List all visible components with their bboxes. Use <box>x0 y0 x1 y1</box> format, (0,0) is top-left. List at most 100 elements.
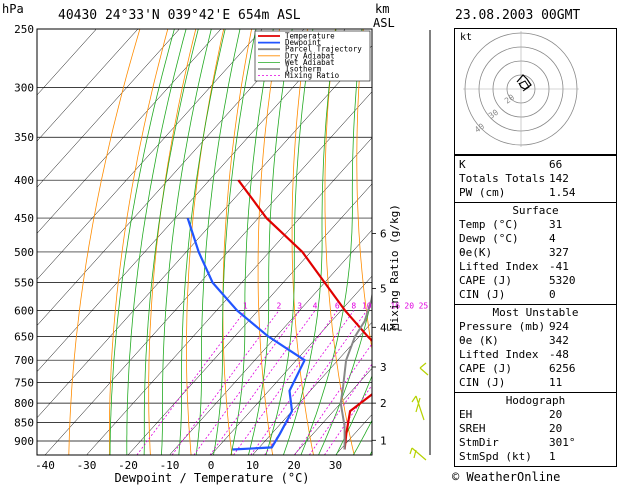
wet-adiabat <box>213 29 257 455</box>
index-name: Temp (°C) <box>459 218 519 231</box>
index-name: StmSpd (kt) <box>459 450 532 463</box>
wet-adiabat <box>230 29 274 455</box>
dry-adiabat <box>109 29 169 455</box>
pressure-unit-label: hPa <box>2 2 24 16</box>
pressure-tick-label: 550 <box>14 277 34 290</box>
dry-adiabat <box>324 29 355 455</box>
wet-adiabat <box>109 29 175 455</box>
hodograph-kt-label: kt <box>460 32 472 43</box>
pressure-tick-label: 350 <box>14 131 34 144</box>
mixing-ratio-line <box>250 310 355 455</box>
mixing-ratio-label: 2 <box>276 302 281 311</box>
wet-adiabat <box>353 419 372 455</box>
hodograph-ring-label: 30 <box>487 108 500 121</box>
wet-adiabat <box>195 29 241 455</box>
wet-adiabat <box>265 29 314 455</box>
index-name: CAPE (J) <box>459 362 512 375</box>
station-title: 40430 24°33'N 039°42'E 654m ASL <box>58 8 301 23</box>
index-value: 20 <box>549 422 563 435</box>
wet-adiabat <box>335 374 372 455</box>
isotherm-line <box>37 29 346 373</box>
mixing-ratio-label: 10 <box>362 302 372 311</box>
legend-label: Isotherm <box>285 65 322 74</box>
hodograph-ring-label: 20 <box>503 93 516 106</box>
isotherm-line <box>169 229 372 455</box>
index-value: 327 <box>549 246 569 259</box>
index-name: CAPE (J) <box>459 274 512 287</box>
index-value: 6256 <box>549 362 576 375</box>
wind-barb <box>419 362 429 376</box>
series-line-parcel-trajectory <box>339 251 372 450</box>
pressure-tick-label: 300 <box>14 82 34 95</box>
legend-label: Mixing Ratio <box>285 71 340 80</box>
index-name: K <box>459 158 466 171</box>
isotherm-line <box>37 29 222 234</box>
mixing-ratio-line <box>324 384 372 455</box>
mixing-ratio-label: 25 <box>419 302 429 311</box>
mixing-ratio-label: 6 <box>335 302 340 311</box>
datetime-label: 23.08.2003 00GMT <box>455 8 581 23</box>
series-line-temperature <box>237 179 372 450</box>
isotherm-line <box>252 321 372 455</box>
hodograph-ring-label: 40 <box>473 122 486 135</box>
hodograph-panel: kt 20 30 40 <box>454 28 617 155</box>
dry-adiabat <box>68 29 141 455</box>
legend-label: Dewpoint <box>285 38 321 47</box>
index-name: θe(K) <box>459 246 493 259</box>
index-name: EH <box>459 408 473 421</box>
index-name: StmDir <box>459 436 499 449</box>
legend-label: Wet Adiabat <box>285 58 335 67</box>
dry-adiabat <box>291 29 314 455</box>
km-tick-label: 2 <box>380 397 387 410</box>
mixing-ratio-label: 4 <box>313 302 318 311</box>
pressure-tick-label: 800 <box>14 397 34 410</box>
mixing-ratio-line <box>171 310 280 455</box>
mixing-ratio-label: 1 <box>243 302 248 311</box>
pressure-tick-label: 600 <box>14 305 34 318</box>
temperature-tick-label: -30 <box>77 459 97 472</box>
index-name: Lifted Index <box>459 348 539 361</box>
mixing-ratio-line <box>233 310 338 455</box>
pressure-tick-label: 750 <box>14 376 34 389</box>
index-value: -48 <box>549 348 569 361</box>
mixing-ratio-line <box>294 343 372 455</box>
surface-section-title: Surface <box>512 204 559 217</box>
km-tick-label: 5 <box>380 282 387 295</box>
hodograph-trace-inner <box>518 80 530 92</box>
index-value: 1.54 <box>549 186 576 199</box>
pressure-tick-label: 250 <box>14 23 34 36</box>
wet-adiabat <box>126 29 187 455</box>
wet-adiabat <box>178 29 226 455</box>
pressure-tick-label: 500 <box>14 246 34 259</box>
asl-label: ASL <box>373 16 395 30</box>
hodograph-trace <box>516 74 532 90</box>
index-name: CIN (J) <box>459 288 506 301</box>
mixing-ratio-line <box>193 310 301 455</box>
pressure-tick-label: 450 <box>14 212 34 225</box>
isotherm-line <box>127 183 372 455</box>
dry-adiabat <box>257 29 280 455</box>
hodograph-plot: kt 20 30 40 <box>460 31 579 147</box>
legend-label: Dry Adiabat <box>285 51 335 60</box>
index-name: SREH <box>459 422 486 435</box>
km-label: km <box>375 2 390 16</box>
index-value: 142 <box>549 172 569 185</box>
isotherm-line <box>37 29 263 280</box>
mixing-ratio-line <box>209 310 316 455</box>
index-value: 301° <box>549 436 576 449</box>
hodograph-section-title: Hodograph <box>505 394 566 407</box>
legend-label: Parcel Trajectory <box>285 45 362 54</box>
km-tick-label: 1 <box>380 434 387 447</box>
index-name: Lifted Index <box>459 260 539 273</box>
most-unstable-section-title: Most Unstable <box>492 306 579 319</box>
temperature-tick-label: 30 <box>329 459 342 472</box>
index-value: 342 <box>549 334 569 347</box>
pressure-tick-label: 400 <box>14 174 34 187</box>
index-value: 0 <box>549 288 556 301</box>
isotherm-line <box>37 29 139 142</box>
mixing-ratio-line <box>136 310 246 455</box>
copyright-label: © WeatherOnline <box>452 470 561 484</box>
series-line-dewpoint <box>186 217 307 451</box>
